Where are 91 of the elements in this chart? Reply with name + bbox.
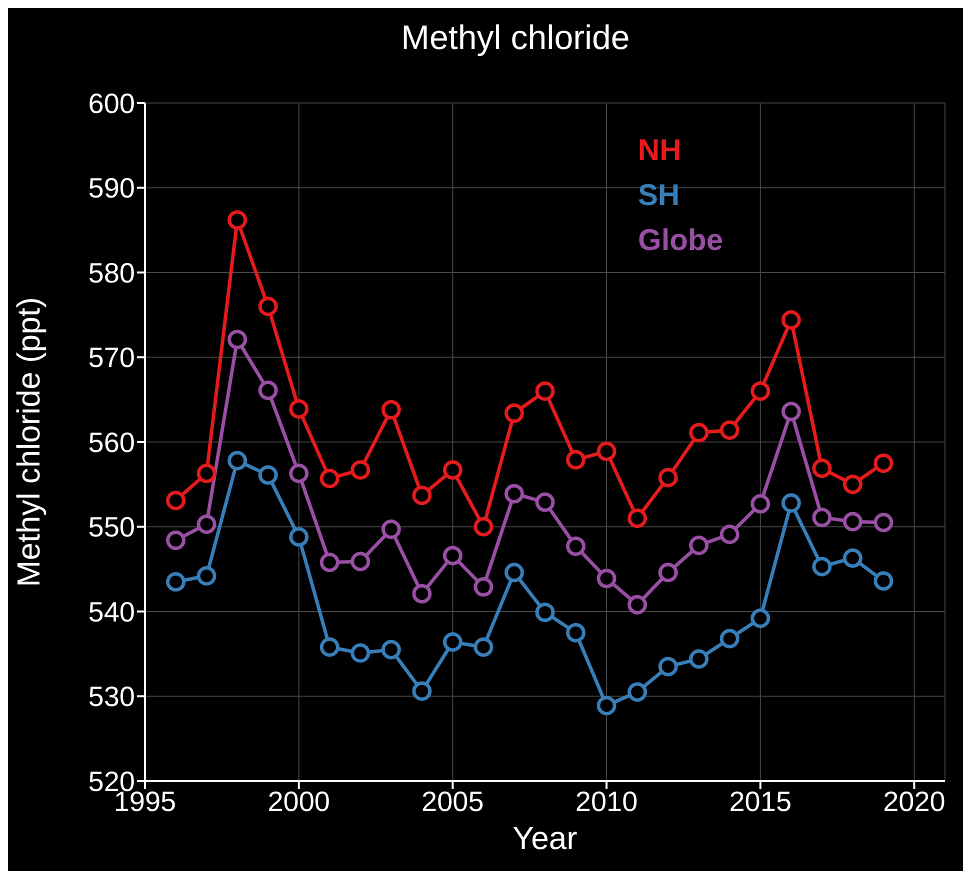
x-tick-label: 2005 <box>422 786 484 817</box>
y-tick-label: 590 <box>88 172 135 204</box>
point <box>720 420 740 440</box>
point <box>781 493 801 513</box>
point <box>689 422 709 442</box>
x-tick-label: 2010 <box>575 786 638 817</box>
x-tick-label: 2020 <box>883 786 946 817</box>
x-axis-title: Year <box>512 820 578 856</box>
x-tick-label: 2015 <box>729 786 792 817</box>
chart-title: Methyl chloride <box>400 18 631 59</box>
point <box>658 656 678 676</box>
point <box>842 548 862 568</box>
point <box>350 460 370 480</box>
point <box>504 484 524 504</box>
point <box>874 512 894 532</box>
point <box>228 330 248 350</box>
point <box>628 508 648 528</box>
point <box>504 403 524 423</box>
point <box>289 464 309 484</box>
point <box>658 562 678 582</box>
point <box>535 602 555 622</box>
point <box>320 468 340 488</box>
point <box>350 643 370 663</box>
point <box>196 464 216 484</box>
point <box>750 608 770 628</box>
point <box>442 632 462 652</box>
point <box>750 381 770 401</box>
point <box>196 514 216 534</box>
y-tick-label: 530 <box>88 681 135 712</box>
point <box>289 527 309 547</box>
point <box>442 460 462 480</box>
text: SH <box>638 178 681 214</box>
point <box>412 681 432 701</box>
y-tick-label: 550 <box>88 512 135 543</box>
point <box>381 640 401 660</box>
point <box>504 562 524 582</box>
point <box>258 380 278 400</box>
point <box>596 442 616 462</box>
point <box>228 210 248 230</box>
point <box>474 637 494 657</box>
point <box>874 453 894 473</box>
point <box>842 512 862 532</box>
point <box>812 508 832 528</box>
x-tick-label: 2000 <box>268 786 330 817</box>
point <box>842 474 862 494</box>
point <box>535 381 555 401</box>
point <box>628 682 648 702</box>
point <box>689 649 709 669</box>
point <box>781 310 801 330</box>
text: Globe <box>638 223 724 259</box>
text: NH <box>638 133 682 169</box>
point <box>781 402 801 422</box>
point <box>566 622 586 642</box>
point <box>166 530 186 550</box>
point <box>412 486 432 506</box>
point <box>289 399 309 419</box>
point <box>196 566 216 586</box>
y-tick-label: 560 <box>88 426 135 458</box>
point <box>720 524 740 544</box>
point <box>566 450 586 470</box>
point <box>535 492 555 512</box>
point <box>166 490 186 510</box>
point <box>596 568 616 588</box>
point <box>474 517 494 536</box>
point <box>442 546 462 566</box>
point <box>258 465 278 485</box>
point <box>812 556 832 576</box>
y-tick-label: 570 <box>88 342 135 374</box>
point <box>166 572 186 592</box>
point <box>258 296 278 316</box>
point <box>320 552 340 572</box>
point <box>596 696 616 716</box>
point <box>720 628 740 648</box>
point <box>750 494 770 514</box>
y-tick-label: 600 <box>88 88 135 119</box>
point <box>566 536 586 556</box>
point <box>658 468 678 488</box>
point <box>474 577 494 597</box>
point <box>689 536 709 556</box>
y-tick-label: 580 <box>88 257 135 288</box>
y-tick-label: 540 <box>88 596 135 628</box>
point <box>381 400 401 420</box>
point <box>320 637 340 657</box>
point <box>628 594 648 614</box>
point <box>350 552 370 572</box>
point <box>412 584 432 604</box>
y-axis-title: Methyl chloride (ppt) <box>10 297 46 587</box>
point <box>228 450 248 470</box>
point <box>874 571 894 591</box>
point <box>812 458 832 478</box>
point <box>381 520 401 540</box>
